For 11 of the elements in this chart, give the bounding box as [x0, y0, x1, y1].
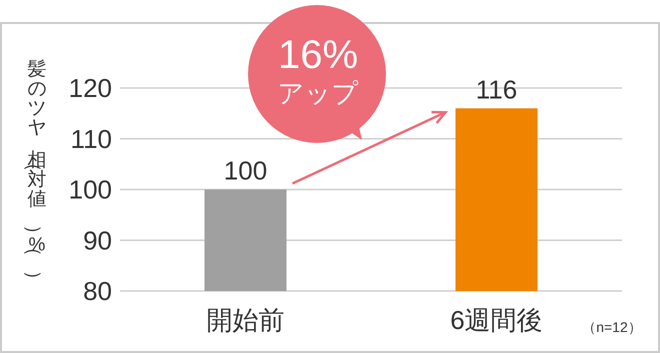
- x-tick-label: 6週間後: [450, 305, 543, 335]
- y-tick-label: 120: [68, 73, 112, 103]
- y-tick-label: 100: [68, 174, 112, 204]
- x-tick-label: 開始前: [206, 305, 284, 335]
- data-label: 100: [224, 156, 268, 186]
- y-tick-label: 80: [83, 276, 112, 306]
- text: （n=12）: [582, 319, 642, 335]
- y-tick-label: 110: [70, 124, 112, 154]
- data-label: 116: [476, 74, 518, 104]
- annotation: 16% アップ: [278, 33, 358, 108]
- y-tick-label: 90: [83, 225, 112, 256]
